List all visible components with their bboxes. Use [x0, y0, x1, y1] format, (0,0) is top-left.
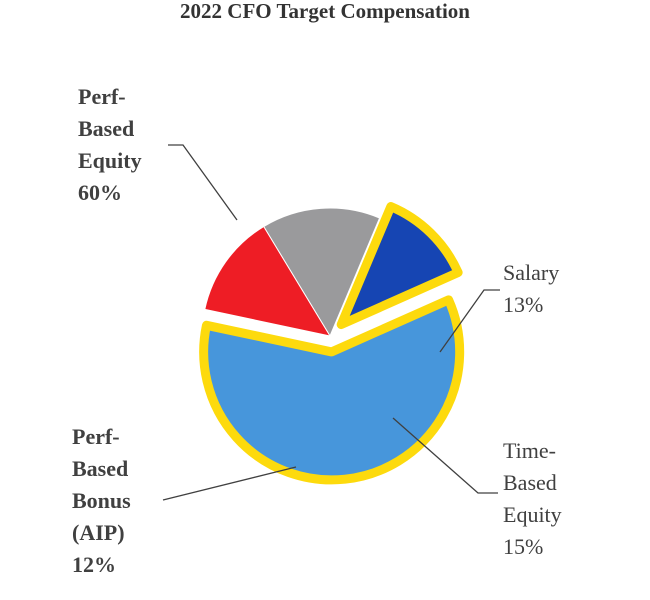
pie-slice-salary [204, 225, 332, 337]
leader-lines [162, 144, 500, 501]
leader-line-perf-based-equity [168, 144, 238, 221]
slice-label-perf-based-bonus-aip: Perf-Based Bonus (AIP) 12% [72, 424, 131, 577]
pie-slice-perf-based-equity [199, 295, 465, 485]
slice-label-time-based-equity: Time-Based Equity 15% [503, 438, 562, 559]
slice-labels: Perf-Based Equity 60% Salary 13% Time-Based Eq… [72, 84, 562, 577]
leader-line-perf-based-bonus-aip [162, 466, 297, 501]
pie-slices [199, 202, 465, 485]
leader-line-time-based-equity [392, 417, 498, 494]
pie-slice-perf-based-bonus-aip [336, 202, 463, 330]
pie-slice-time-based-equity [263, 207, 381, 338]
slice-label-perf-based-equity: Perf-Based Equity 60% [78, 84, 142, 205]
chart-title: 2022 CFO Target Compensation [180, 0, 470, 23]
slice-label-salary: Salary 13% [503, 260, 559, 317]
leader-line-salary [439, 289, 500, 353]
